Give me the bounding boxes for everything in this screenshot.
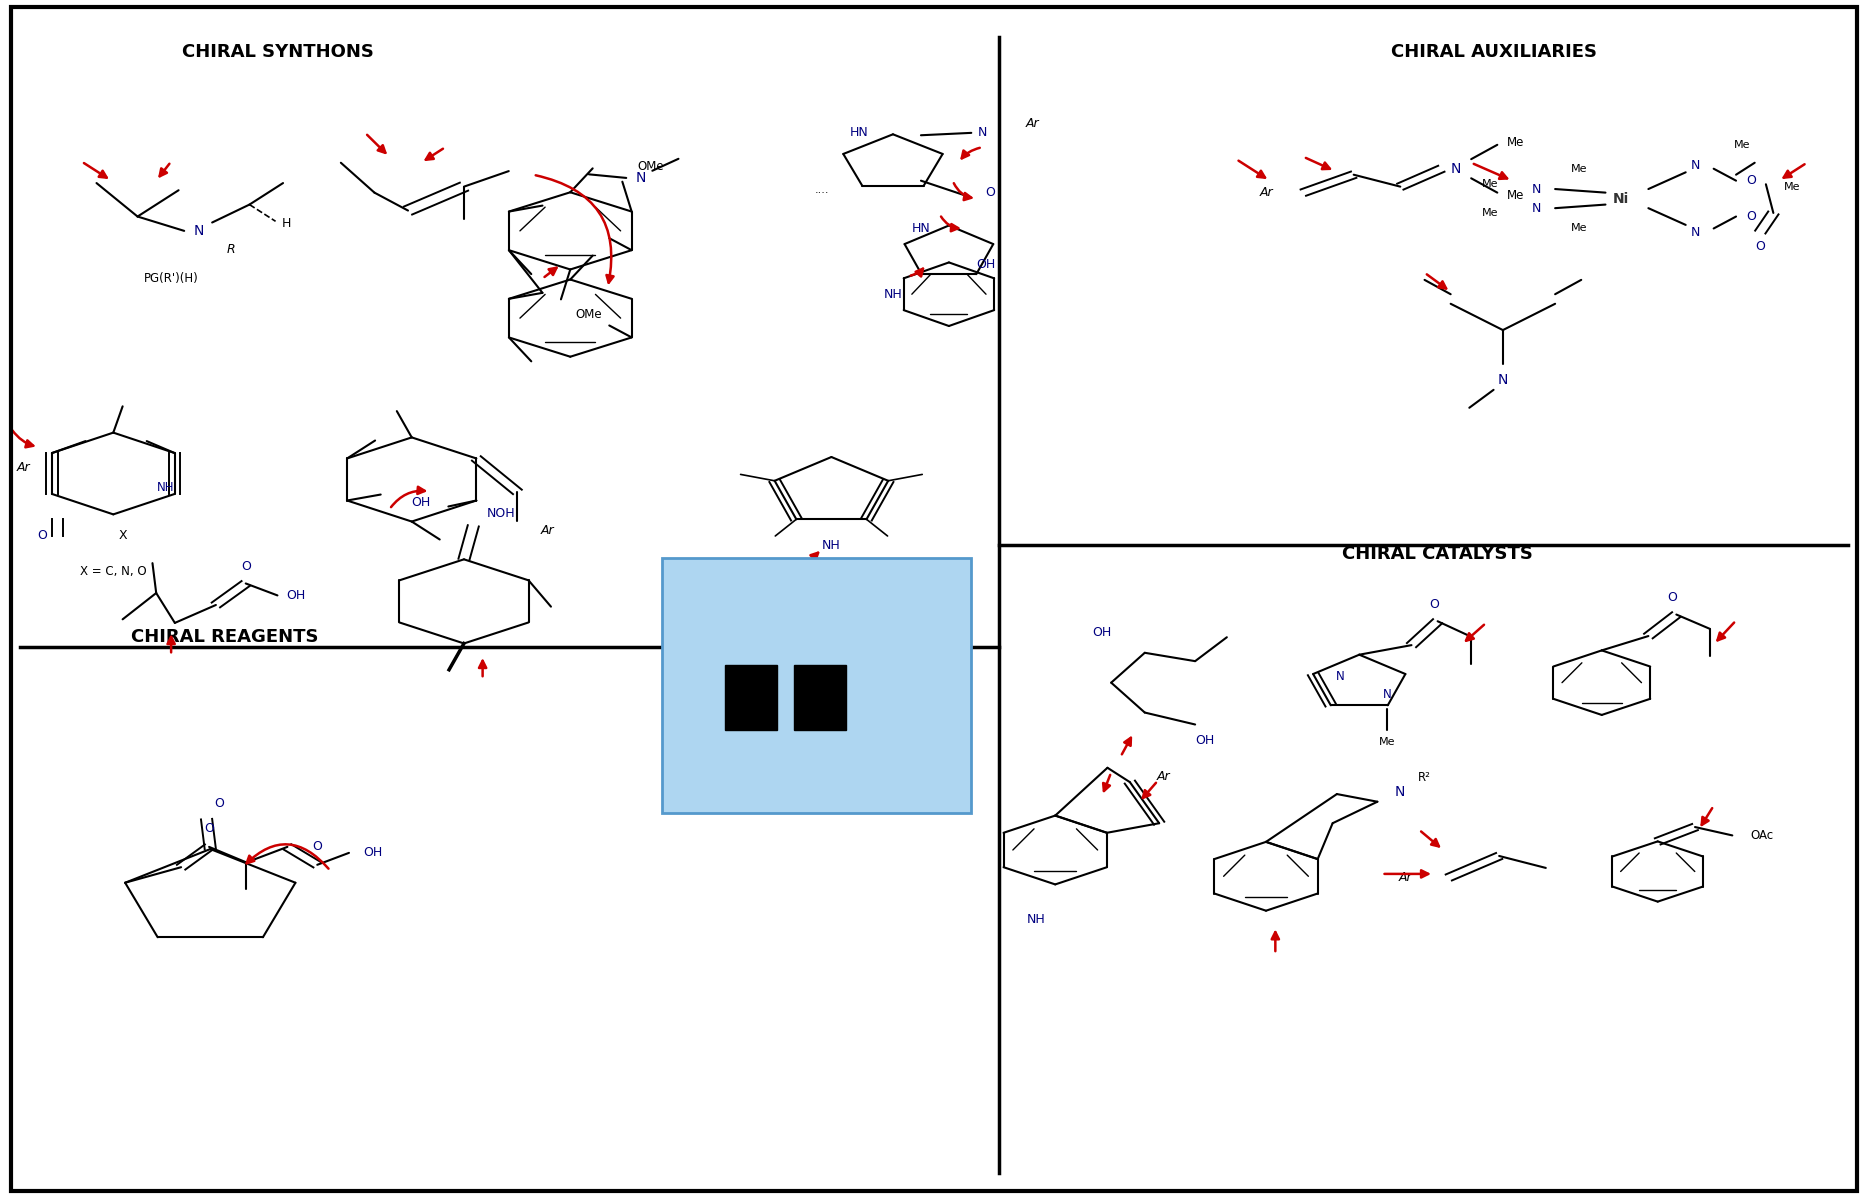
Text: X = C, N, O: X = C, N, O (80, 565, 146, 577)
Text: NH: NH (822, 539, 841, 552)
Text: Ar: Ar (1156, 769, 1169, 782)
Text: Me: Me (1379, 738, 1395, 748)
Text: Me: Me (1507, 188, 1524, 201)
Text: N: N (1395, 785, 1405, 799)
Text: NH: NH (1027, 913, 1046, 926)
Text: Me: Me (1734, 140, 1750, 150)
Text: OH: OH (1196, 733, 1214, 746)
Text: Ni: Ni (1612, 192, 1629, 206)
Text: O: O (1747, 210, 1756, 223)
Text: Ar: Ar (540, 524, 555, 537)
Text: Ar: Ar (1399, 871, 1412, 884)
Text: N: N (635, 171, 646, 184)
Text: Ar: Ar (17, 461, 30, 474)
Text: O: O (1429, 598, 1438, 611)
Text: H: H (282, 217, 291, 230)
Text: Ar: Ar (1259, 186, 1272, 199)
Text: O: O (204, 823, 215, 835)
Text: Me: Me (1784, 182, 1801, 192)
Text: O: O (1668, 592, 1677, 604)
Text: OH: OH (977, 258, 996, 271)
Text: NH: NH (157, 482, 174, 495)
Text: N: N (1451, 162, 1461, 176)
Text: HN: HN (912, 222, 930, 235)
Text: OH: OH (411, 496, 430, 509)
Text: N: N (1691, 158, 1700, 171)
Text: or constant E: or constant E (766, 770, 867, 786)
Text: N: N (1382, 688, 1392, 701)
Text: R²: R² (1418, 772, 1431, 785)
FancyBboxPatch shape (661, 558, 971, 813)
Text: OMe: OMe (575, 308, 601, 321)
Text: Me: Me (1571, 224, 1588, 234)
Text: CHIRAL REAGENTS: CHIRAL REAGENTS (131, 628, 319, 646)
Text: constant I: constant I (779, 737, 854, 752)
Text: HN: HN (850, 126, 869, 139)
Text: Me: Me (1571, 164, 1588, 174)
Text: OH: OH (364, 846, 383, 859)
Text: Ar: Ar (1026, 116, 1040, 129)
Text: N: N (1691, 225, 1700, 238)
Text: O: O (37, 530, 47, 543)
Text: CHIRAL SYNTHONS: CHIRAL SYNTHONS (181, 43, 374, 61)
Text: O: O (312, 840, 321, 853)
FancyBboxPatch shape (725, 665, 777, 731)
Text: N: N (1498, 374, 1507, 387)
Text: PG(R')(H): PG(R')(H) (144, 272, 198, 285)
Text: O: O (1747, 174, 1756, 187)
Text: O: O (984, 186, 996, 199)
Text: NH: NH (884, 288, 902, 301)
Text: OH: OH (286, 589, 306, 601)
Text: N: N (977, 126, 986, 139)
Text: CHIRAL AUXILIARIES: CHIRAL AUXILIARIES (1390, 43, 1597, 61)
Text: O: O (1756, 240, 1765, 253)
FancyBboxPatch shape (794, 665, 846, 731)
Text: Me: Me (1481, 180, 1498, 189)
Text: Me: Me (1507, 135, 1524, 149)
Text: OH: OH (1093, 627, 1111, 639)
Text: X: X (118, 530, 127, 543)
Text: N: N (1532, 182, 1541, 195)
Text: Me: Me (1481, 208, 1498, 218)
Text: OAc: OAc (1750, 829, 1775, 842)
Text: NOH: NOH (488, 508, 516, 520)
Text: N: N (1336, 670, 1345, 683)
Text: N: N (194, 224, 204, 238)
Text: N: N (1532, 201, 1541, 214)
Text: O: O (241, 561, 250, 573)
Text: ····: ···· (814, 188, 829, 198)
Text: CHIRAL CATALYSTS: CHIRAL CATALYSTS (1343, 545, 1534, 563)
Text: OMe: OMe (637, 159, 663, 173)
Text: O: O (215, 797, 224, 810)
Text: R: R (226, 243, 235, 256)
